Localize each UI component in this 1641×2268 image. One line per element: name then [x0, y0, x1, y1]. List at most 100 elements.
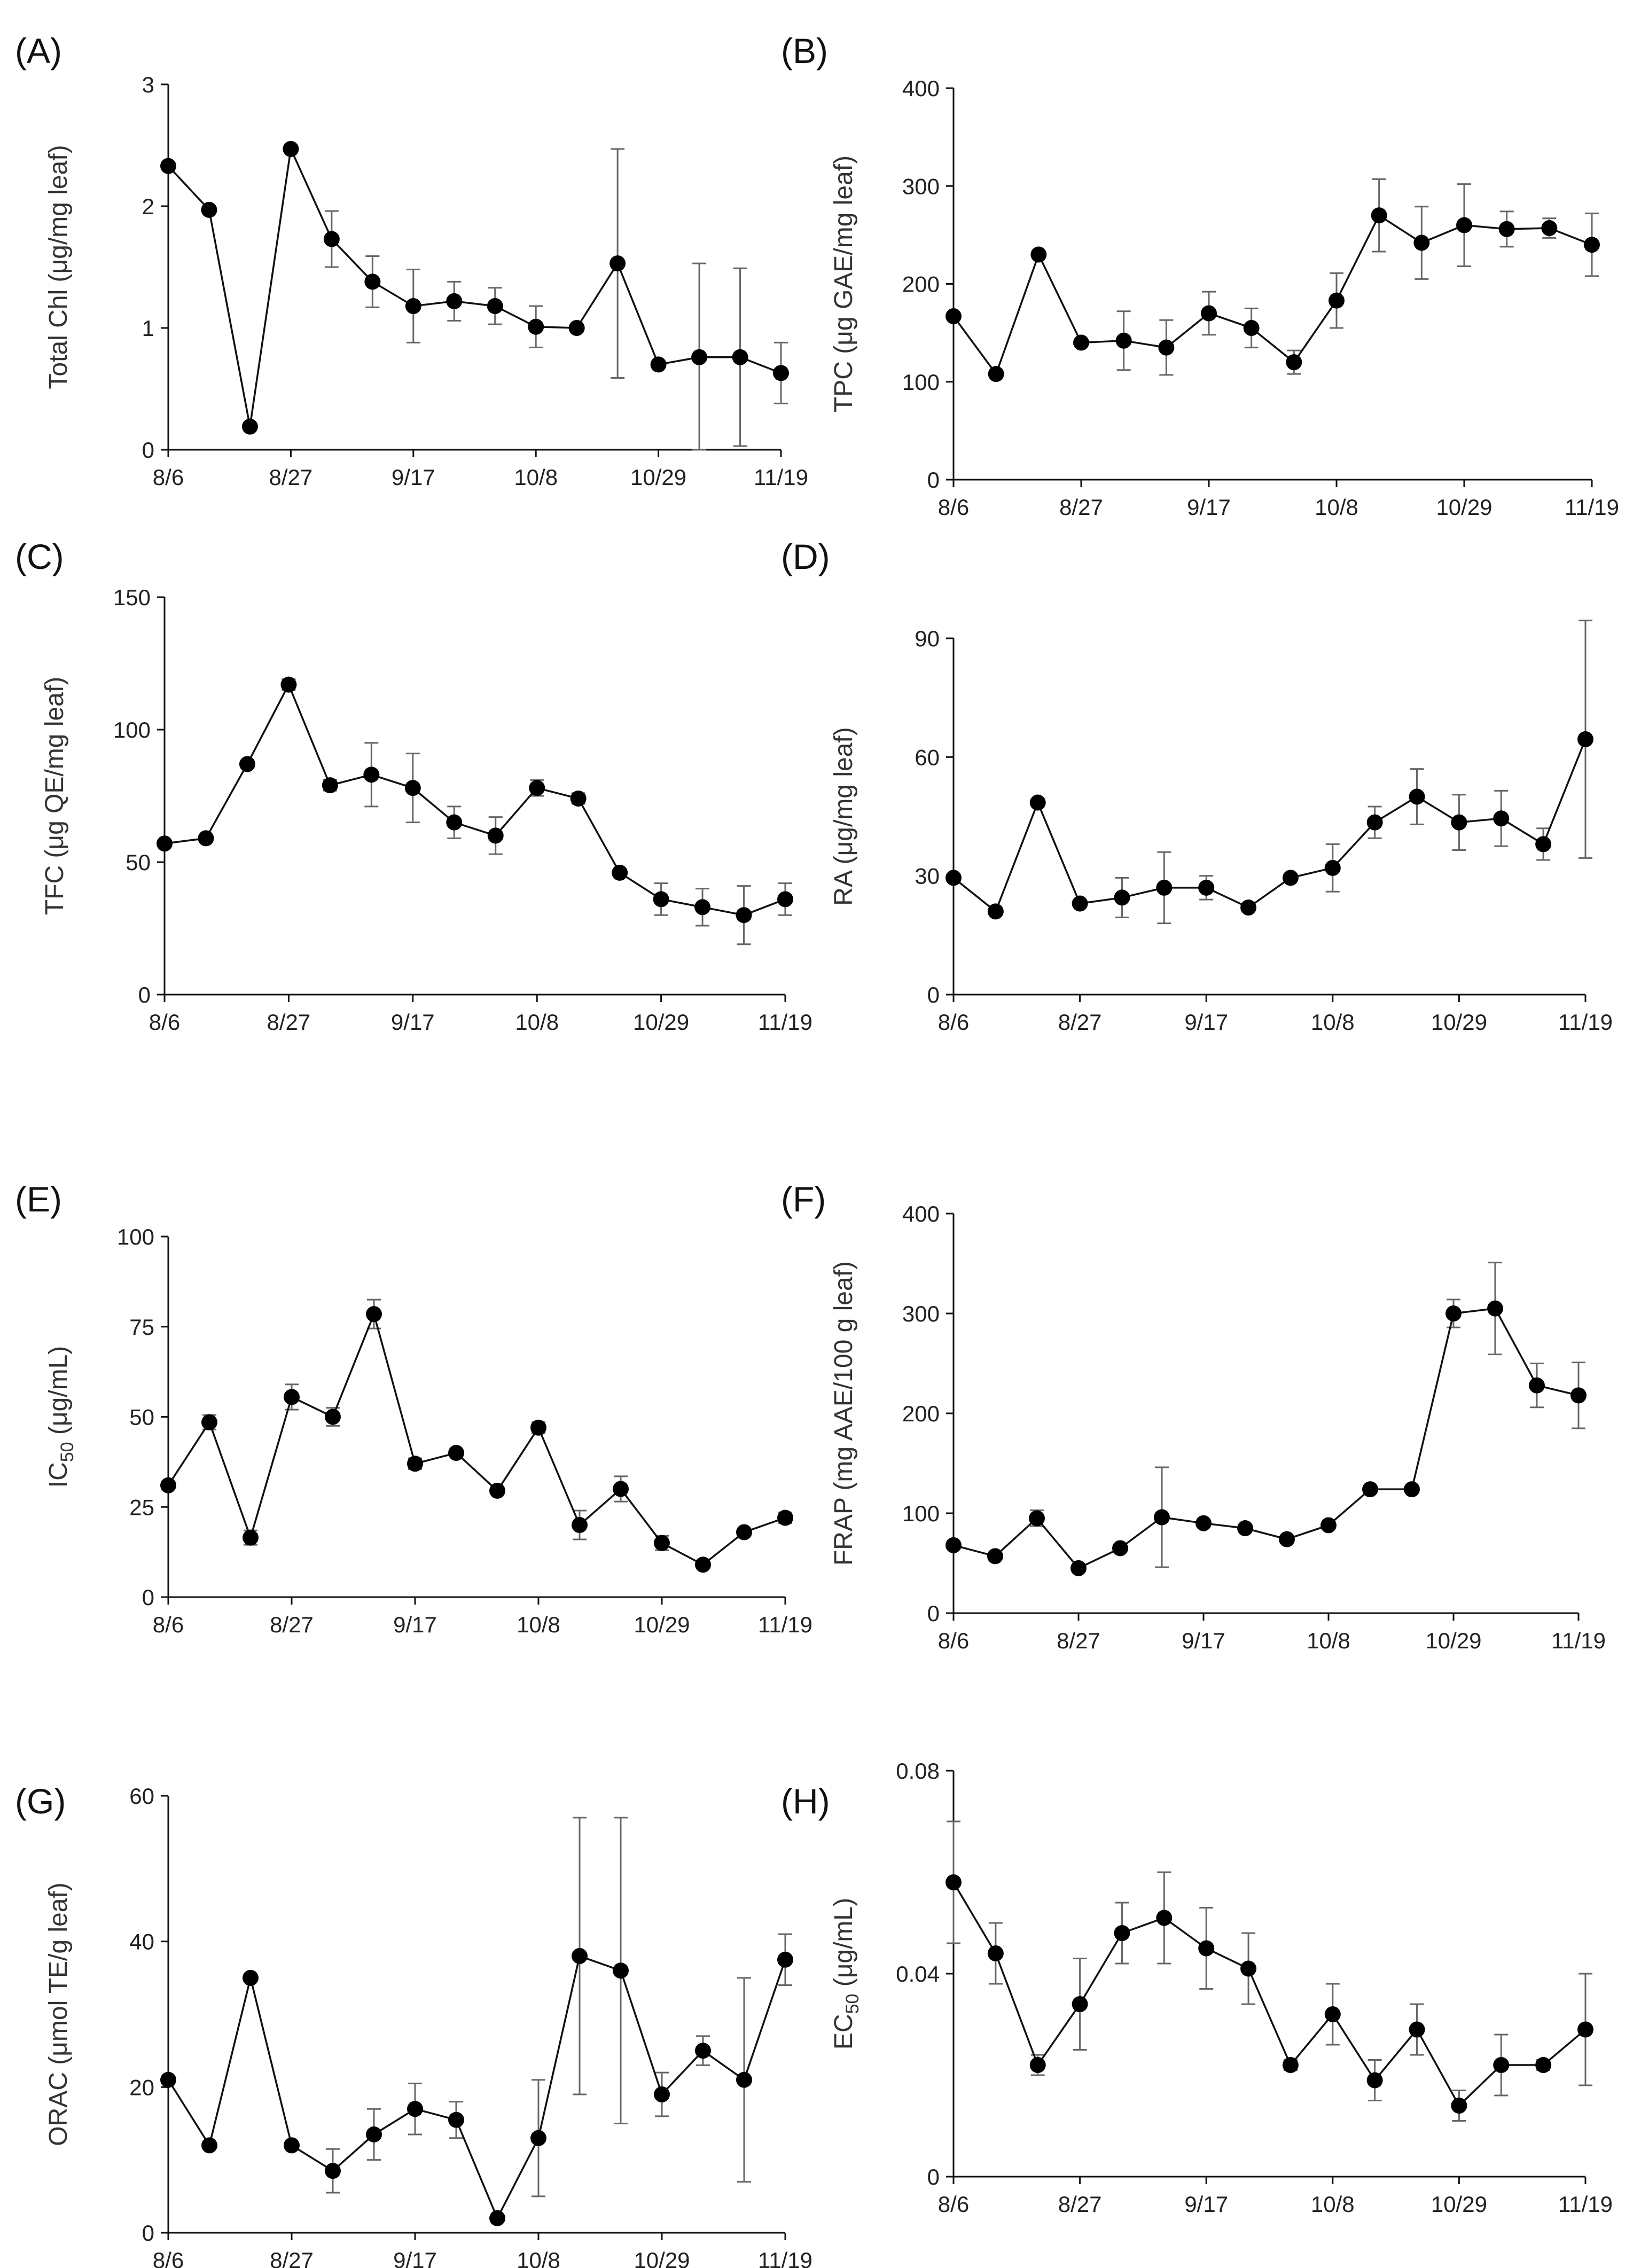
data-point-h [1577, 2021, 1593, 2038]
x-tick-label-g: 11/19 [758, 2248, 812, 2268]
data-point-e [366, 1306, 382, 1323]
data-point-g [530, 2130, 546, 2146]
data-point-e [448, 1445, 464, 1461]
data-point-b [1329, 292, 1345, 309]
y-tick-label-d: 90 [915, 626, 940, 651]
y-tick-label-f: 200 [902, 1401, 940, 1426]
x-tick-label-c: 9/17 [391, 1010, 435, 1035]
y-axis-label-c: TFC (μg QE/mg leaf) [41, 677, 69, 915]
data-point-f [987, 1548, 1003, 1565]
data-point-b [1201, 305, 1217, 322]
data-point-c [198, 830, 214, 847]
y-tick-label-c: 150 [113, 585, 151, 610]
y-tick-label-e: 100 [117, 1224, 154, 1249]
data-point-c [487, 827, 504, 844]
y-tick-label-g: 20 [129, 2075, 154, 2100]
data-point-e [572, 1517, 588, 1533]
x-tick-label-a: 9/17 [392, 465, 435, 490]
data-point-f [1445, 1305, 1462, 1321]
data-point-h [1072, 1996, 1088, 2012]
series-line-e [167, 1311, 786, 1566]
y-tick-label-c: 50 [126, 850, 151, 875]
data-point-b [1073, 334, 1089, 351]
data-point-g [325, 2163, 341, 2179]
data-point-d [945, 870, 962, 886]
data-point-b [988, 366, 1004, 382]
panel-label-b: (B) [781, 31, 828, 71]
y-tick-label-e: 25 [129, 1495, 154, 1520]
y-axis-label-b: TPC (μg GAE/mg leaf) [830, 155, 858, 412]
x-tick-label-b: 10/8 [1315, 495, 1358, 520]
y-tick-label-e: 50 [129, 1405, 154, 1430]
data-point-d [1029, 794, 1046, 811]
x-tick-label-h: 8/27 [1058, 2192, 1102, 2217]
data-point-c [529, 780, 545, 796]
y-tick-label-g: 60 [129, 1784, 154, 1809]
x-tick-label-b: 9/17 [1187, 495, 1231, 520]
y-axis-label-e: IC50 (μg/mL) [44, 1346, 77, 1488]
data-point-b [1498, 221, 1515, 237]
data-point-a [732, 349, 748, 365]
data-point-f [1487, 1300, 1503, 1317]
data-point-a [446, 293, 463, 309]
data-point-d [1577, 731, 1593, 747]
y-tick-label-b: 200 [902, 272, 940, 297]
data-point-a [487, 298, 503, 314]
x-tick-label-f: 9/17 [1182, 1628, 1225, 1653]
data-point-e [530, 1419, 546, 1436]
data-point-b [1584, 237, 1600, 253]
data-point-c [736, 907, 752, 924]
data-point-f [1529, 1377, 1545, 1394]
x-tick-label-f: 11/19 [1551, 1628, 1606, 1653]
chart-panel-d: (D) 0 30 60 90 8/6 8/27 9/17 10/8 10/29 11/19 RA (μ… [781, 537, 1613, 1035]
y-tick-label-a: 1 [142, 316, 154, 341]
y-tick-label-b: 300 [902, 174, 940, 199]
data-point-g [160, 2071, 176, 2088]
y-axis-label-a: Total Chl (μg/mg leaf) [44, 145, 73, 389]
data-point-f [1070, 1560, 1087, 1576]
x-tick-label-a: 11/19 [754, 465, 808, 490]
x-tick-label-e: 11/19 [758, 1612, 812, 1637]
data-point-e [695, 1557, 711, 1573]
y-tick-label-h: 0.04 [896, 1961, 940, 1987]
x-tick-label-g: 8/6 [153, 2248, 184, 2268]
data-point-d [1198, 879, 1215, 896]
data-point-h [1114, 1925, 1130, 1941]
data-point-h [1029, 2057, 1046, 2073]
data-point-e [489, 1482, 505, 1499]
y-tick-label-d: 60 [915, 745, 940, 770]
data-point-b [945, 308, 962, 324]
x-tick-label-h: 8/6 [938, 2192, 969, 2217]
x-tick-label-e: 8/27 [270, 1612, 314, 1637]
data-point-a [364, 273, 381, 290]
x-tick-label-d: 8/27 [1058, 1010, 1102, 1035]
x-tick-label-d: 10/29 [1431, 1010, 1487, 1035]
y-tick-label-e: 0 [142, 1585, 154, 1610]
y-tick-label-a: 0 [142, 437, 154, 463]
y-tick-label-c: 100 [113, 717, 151, 742]
y-tick-label-b: 400 [902, 76, 940, 101]
data-point-h [987, 1945, 1004, 1961]
x-tick-label-h: 9/17 [1184, 2192, 1228, 2217]
x-tick-label-g: 9/17 [393, 2248, 437, 2268]
x-tick-label-c: 8/27 [267, 1010, 311, 1035]
y-axis-label-h: EC50 (μg/mL) [830, 1898, 863, 2050]
data-point-f [1404, 1481, 1420, 1498]
x-tick-label-f: 8/27 [1057, 1628, 1100, 1653]
data-point-a [405, 298, 421, 314]
data-point-c [612, 864, 628, 881]
data-point-e [201, 1414, 217, 1430]
data-point-a [283, 140, 299, 157]
x-tick-label-d: 10/8 [1311, 1010, 1355, 1035]
data-point-a [691, 349, 708, 365]
data-point-b [1158, 339, 1175, 356]
data-point-b [1115, 332, 1132, 349]
series-line-b [952, 214, 1592, 376]
y-tick-label-e: 75 [129, 1315, 154, 1340]
data-point-c [446, 814, 463, 831]
x-tick-label-a: 8/27 [269, 465, 313, 490]
data-point-b [1371, 207, 1387, 224]
x-tick-label-g: 10/8 [517, 2248, 560, 2268]
x-tick-label-e: 9/17 [393, 1612, 437, 1637]
data-point-h [1198, 1940, 1215, 1957]
